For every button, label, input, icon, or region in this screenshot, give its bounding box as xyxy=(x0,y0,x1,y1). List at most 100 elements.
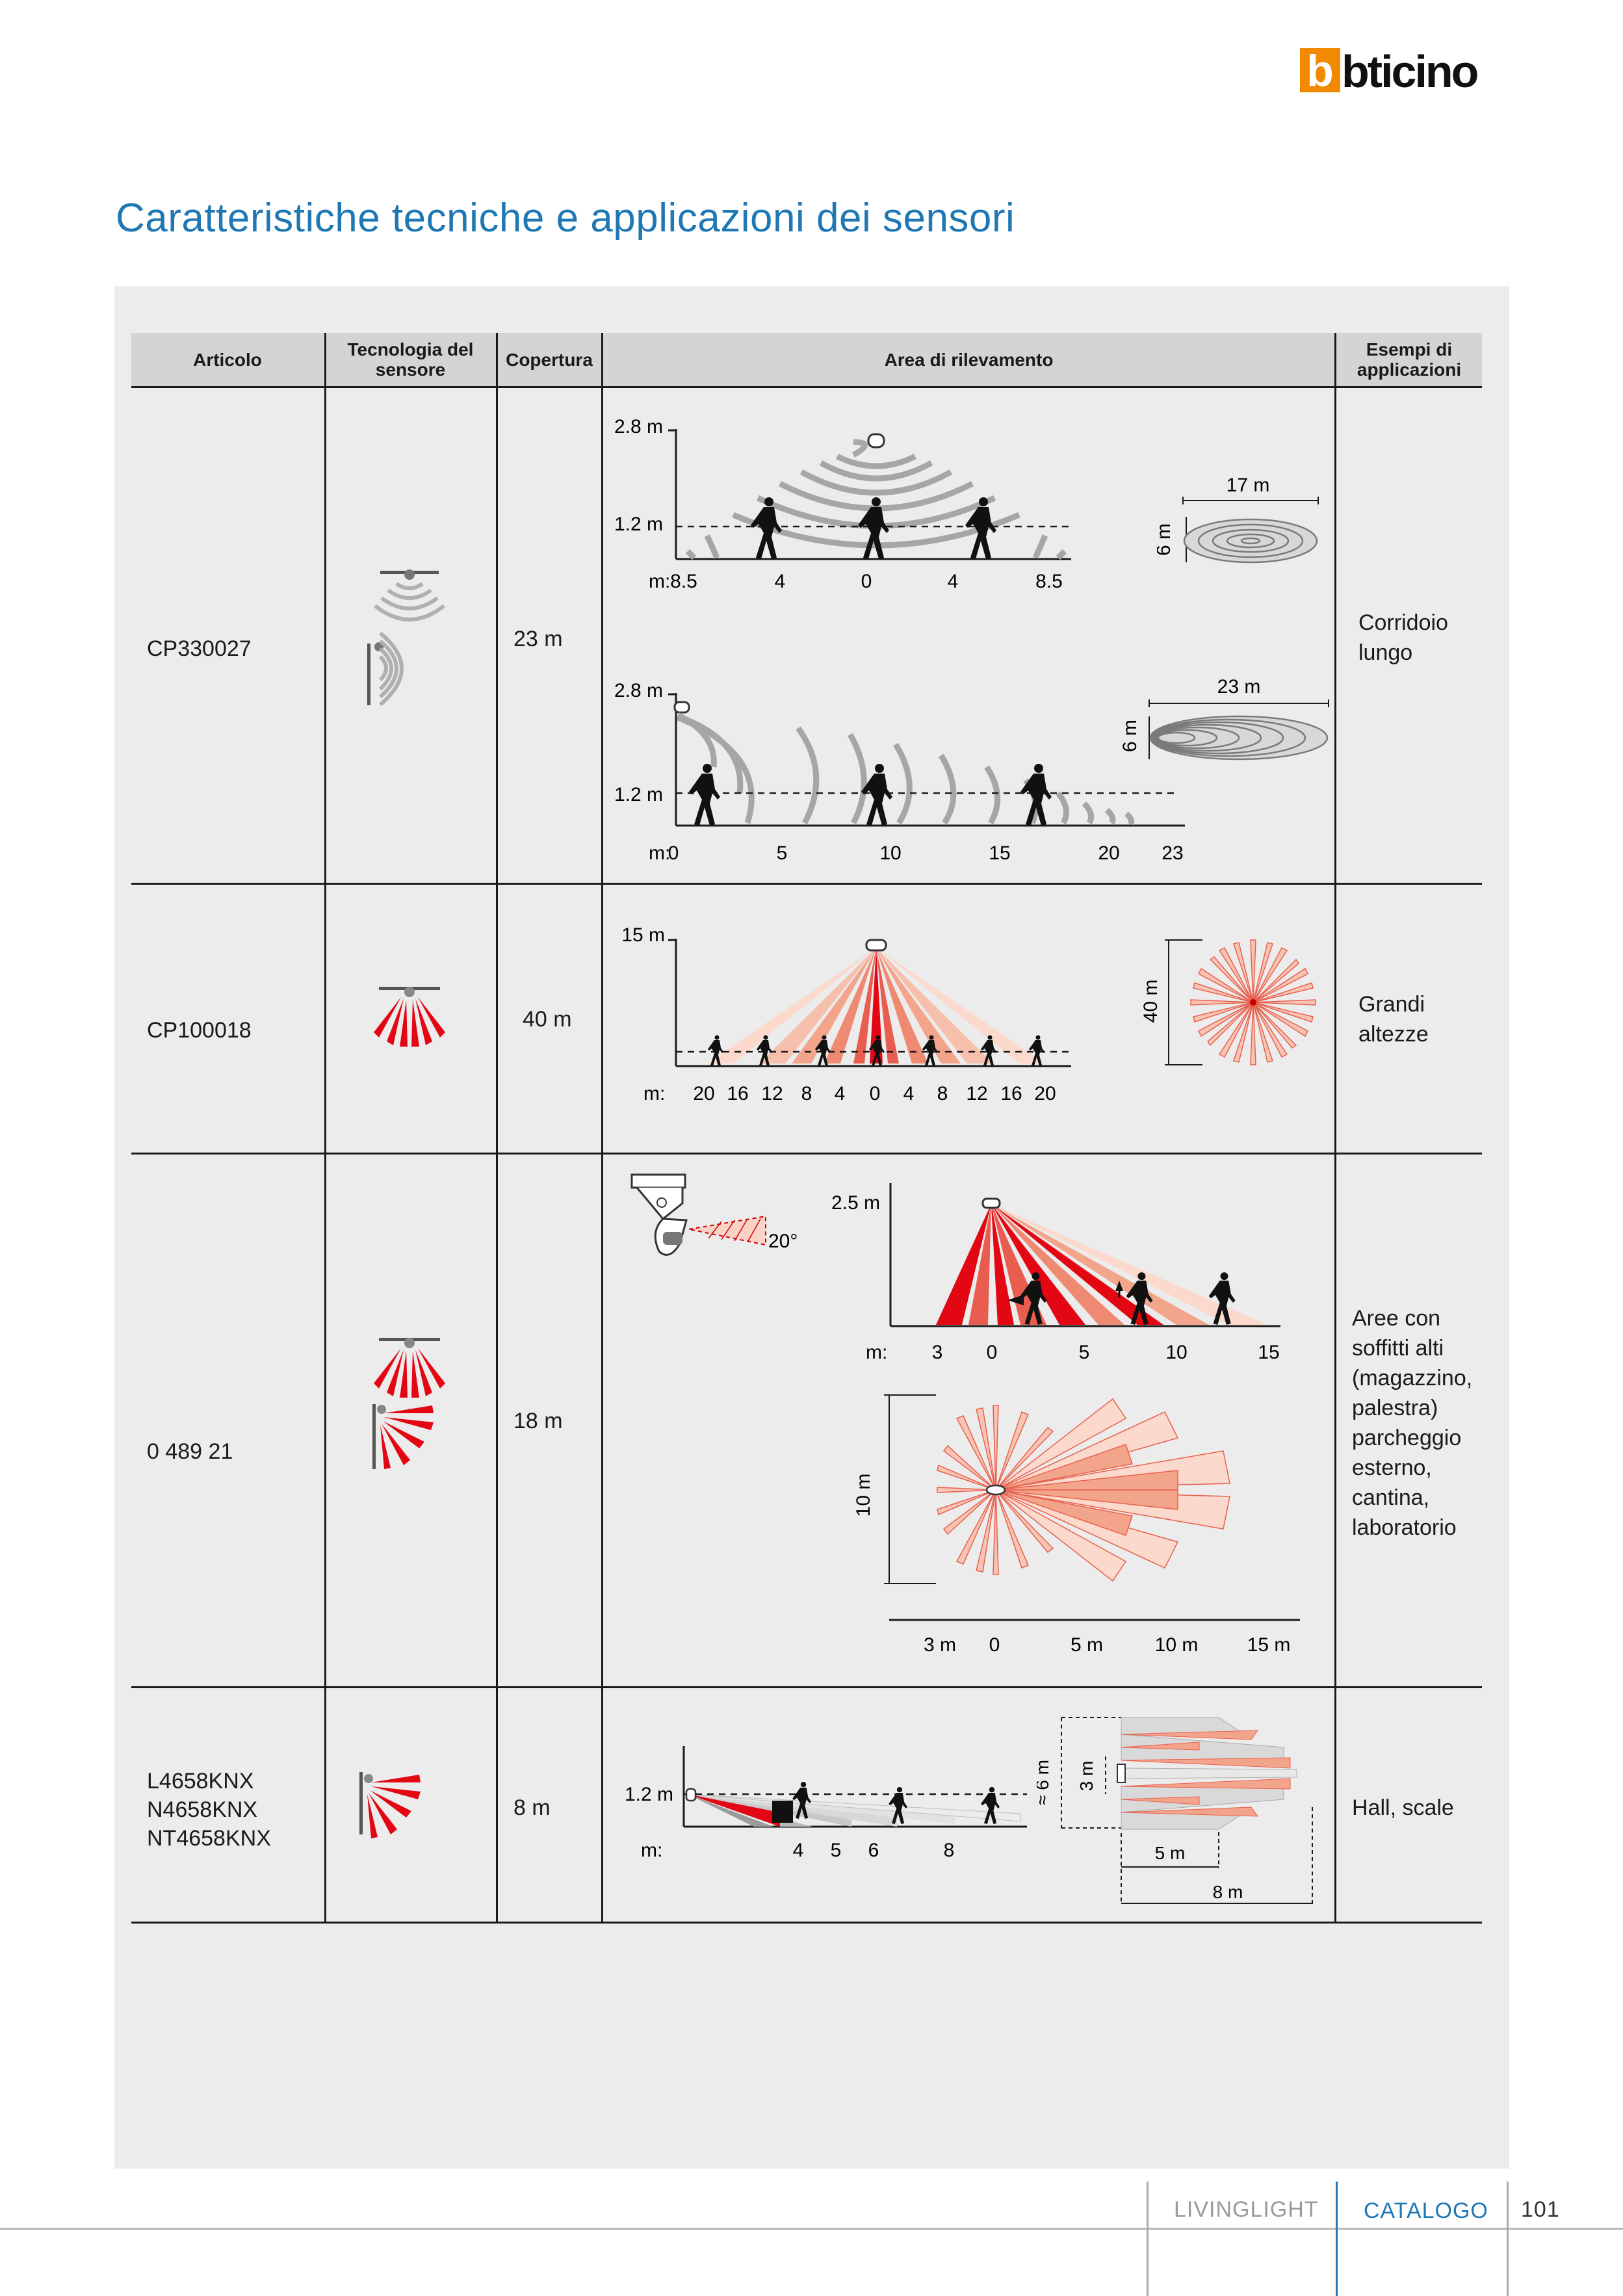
plan-tick: 15 m xyxy=(1247,1634,1291,1656)
axis-tick: 4 xyxy=(793,1840,804,1861)
axis-tick: 8 xyxy=(937,1083,948,1104)
detection-diagram-r3-side: 2.5 m m: 3 0 5 10 15 xyxy=(831,1183,1280,1363)
plan-tick: 10 m xyxy=(1155,1634,1199,1656)
axis-tick: 0 xyxy=(668,842,679,864)
axis-tick: 12 xyxy=(761,1083,783,1104)
height-label: 1.2 m xyxy=(625,1784,673,1805)
footer-page-number: 101 xyxy=(1521,2197,1560,2222)
footer-separator xyxy=(1147,2182,1149,2296)
height-label: 1.2 m xyxy=(614,514,663,535)
axis-tick: 8.5 xyxy=(670,571,697,592)
axis-tick: 3 xyxy=(932,1342,943,1363)
axis-tick: 6 xyxy=(868,1840,879,1861)
pir-ceiling-sensor-icon xyxy=(374,987,445,1047)
header-area: Area di rilevamento xyxy=(884,349,1054,370)
axis-tick: 4 xyxy=(903,1083,915,1104)
axis-prefix: m: xyxy=(643,1083,665,1104)
axis-tick: 5 xyxy=(1079,1342,1090,1363)
axis-tick: 4 xyxy=(835,1083,846,1104)
logo-letter-b: b xyxy=(1306,46,1334,96)
footer-section: CATALOGO xyxy=(1364,2198,1488,2223)
axis-prefix: m: xyxy=(641,1840,662,1861)
row1-copertura: 23 m xyxy=(513,627,563,651)
axis-tick: 16 xyxy=(727,1083,748,1104)
axis-tick: 8 xyxy=(801,1083,812,1104)
axis-tick: 15 xyxy=(1258,1342,1279,1363)
row-divider xyxy=(131,1686,1482,1688)
row2-copertura: 40 m xyxy=(523,1007,572,1032)
plan-diameter-label: 40 m xyxy=(1140,980,1162,1023)
plan-tick: 5 m xyxy=(1071,1634,1103,1656)
axis-tick: 10 xyxy=(1165,1342,1187,1363)
row4-copertura: 8 m xyxy=(513,1795,551,1820)
axis-tick: 10 xyxy=(879,842,901,864)
footer-rule xyxy=(0,2228,1623,2230)
plan-depth-label: 6 m xyxy=(1157,523,1175,556)
row1-esempi: Corridoio lungo xyxy=(1358,610,1448,665)
height-label: 2.8 m xyxy=(614,416,663,437)
height-label: 2.8 m xyxy=(614,680,663,701)
detection-diagram-r1b-plan: 23 m 6 m xyxy=(1119,676,1329,761)
detection-diagram-r2-plan: 40 m xyxy=(1140,939,1316,1065)
footer-separator xyxy=(1336,2182,1338,2296)
height-label: 15 m xyxy=(621,924,665,946)
axis-tick: 0 xyxy=(861,571,872,592)
logo-text: bticino xyxy=(1342,46,1478,96)
height-label: 2.5 m xyxy=(831,1192,880,1214)
axis-tick: 20 xyxy=(693,1083,714,1104)
row-divider xyxy=(131,883,1482,885)
plan-depth-label: ≈ 6 m xyxy=(1037,1760,1052,1805)
axis-tick: 5 xyxy=(831,1840,842,1861)
table-header-bg xyxy=(131,333,1482,386)
height-label: 1.2 m xyxy=(614,784,663,805)
axis-prefix: m: xyxy=(649,842,670,864)
row1-articolo: CP330027 xyxy=(147,636,252,661)
plan-tick: 0 xyxy=(989,1634,1000,1656)
row3-esempi: Aree con soffitti alti (magazzino, pales… xyxy=(1352,1306,1473,1540)
axis-tick: 0 xyxy=(870,1083,881,1104)
row4-articolo: L4658KNX N4658KNX NT4658KNX xyxy=(147,1769,271,1851)
detection-diagram-r2-side: 15 m m: 20 16 12 8 4 0 4 8 12 16 20 xyxy=(621,924,1071,1104)
plan-tick: 3 m xyxy=(924,1634,956,1656)
pir-dual-sensor-icon xyxy=(372,1338,445,1469)
plan-depth-label: 10 m xyxy=(853,1474,874,1517)
detection-diagram-r1b-side: 2.8 m 1.2 m m: 0 5 10 15 20 23 xyxy=(614,680,1185,864)
detection-diagram-r4-plan: ≈ 6 m 3 m 5 m 8 m xyxy=(1037,1717,1313,1905)
header-tecnologia: Tecnologia del sensore xyxy=(347,339,474,380)
angle-label: 20° xyxy=(768,1231,798,1252)
ultrasonic-sensor-icon xyxy=(367,569,445,707)
axis-tick: 16 xyxy=(1000,1083,1022,1104)
page-title: Caratteristiche tecniche e applicazioni … xyxy=(116,196,1015,241)
plan-depth-label: 6 m xyxy=(1119,720,1141,752)
row3-copertura: 18 m xyxy=(513,1409,563,1433)
detection-diagram-r4-side: 1.2 m m: 4 5 6 8 xyxy=(625,1746,1027,1861)
axis-prefix: m: xyxy=(649,571,670,592)
column-divider xyxy=(601,333,603,1924)
header-esempi: Esempi di applicazioni xyxy=(1357,339,1462,380)
row2-articolo: CP100018 xyxy=(147,1018,252,1043)
row4-esempi: Hall, scale xyxy=(1352,1795,1454,1820)
axis-tick: 23 xyxy=(1162,842,1183,864)
axis-tick: 15 xyxy=(989,842,1010,864)
detection-diagram-r1a-side: 2.8 m 1.2 m m: 8.5 4 0 4 8.5 xyxy=(614,416,1071,592)
plan-inner-label: 3 m xyxy=(1076,1761,1097,1792)
detection-diagram-r1a-plan: 17 m 6 m xyxy=(1157,475,1319,564)
column-divider xyxy=(324,333,326,1924)
row-divider xyxy=(131,1153,1482,1155)
axis-tick: 8 xyxy=(944,1840,955,1861)
axis-tick: 0 xyxy=(987,1342,998,1363)
plan-w1-label: 5 m xyxy=(1155,1843,1186,1863)
content-panel xyxy=(114,286,1509,2169)
plan-w2-label: 8 m xyxy=(1213,1882,1243,1902)
plan-width-label: 17 m xyxy=(1227,475,1270,496)
axis-tick: 12 xyxy=(966,1083,987,1104)
row-divider xyxy=(131,1922,1482,1924)
axis-tick: 4 xyxy=(948,571,959,592)
detection-diagram-r3-angle: 20° xyxy=(630,1173,798,1256)
axis-tick: 5 xyxy=(777,842,788,864)
pir-wall-sensor-icon xyxy=(359,1772,421,1838)
axis-tick: 20 xyxy=(1098,842,1119,864)
axis-tick: 4 xyxy=(775,571,786,592)
detection-diagram-r3-plan: 10 m 3 m 0 5 m xyxy=(853,1394,1300,1656)
row2-esempi: Grandi altezze xyxy=(1358,992,1429,1047)
